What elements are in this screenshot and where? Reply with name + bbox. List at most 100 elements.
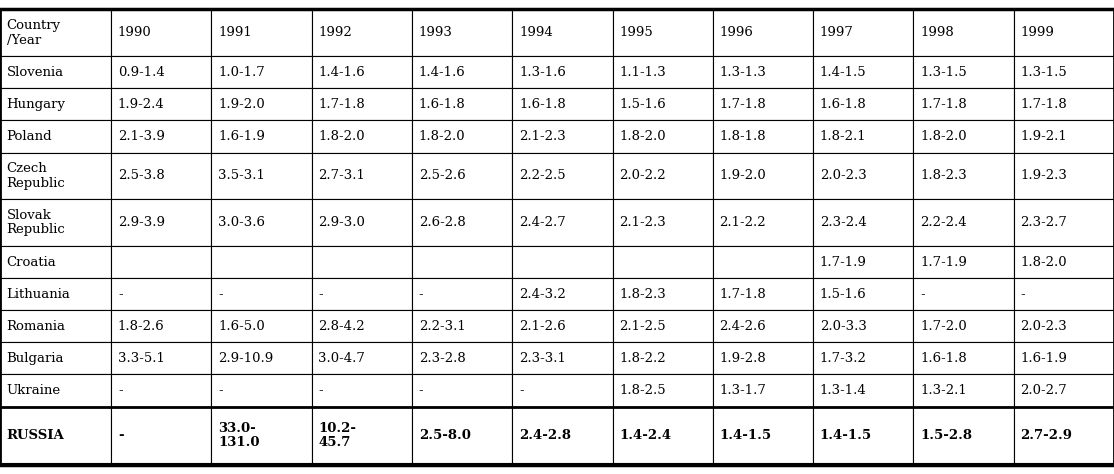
Bar	[813, 342, 913, 374]
Bar	[111, 342, 212, 374]
Bar	[813, 310, 913, 342]
Text: 2.1-2.3: 2.1-2.3	[619, 216, 666, 229]
Bar	[713, 278, 813, 310]
Text: 1.3-2.1: 1.3-2.1	[920, 384, 967, 397]
Text: -: -	[218, 384, 223, 397]
Bar	[412, 88, 512, 120]
Text: 1.9-2.4: 1.9-2.4	[118, 98, 165, 111]
Text: 1997: 1997	[820, 27, 853, 39]
Bar	[512, 120, 613, 153]
Text: 1.6-1.8: 1.6-1.8	[419, 98, 466, 111]
Text: 2.5-2.6: 2.5-2.6	[419, 169, 466, 182]
Text: RUSSIA: RUSSIA	[7, 429, 65, 442]
Bar	[713, 9, 813, 56]
Bar	[212, 153, 312, 200]
Bar	[111, 9, 212, 56]
Bar	[1014, 374, 1114, 407]
Bar	[713, 120, 813, 153]
Bar	[212, 120, 312, 153]
Bar	[1014, 9, 1114, 56]
Text: 1.3-1.5: 1.3-1.5	[1020, 66, 1067, 79]
Bar	[412, 200, 512, 246]
Text: 2.1-3.9: 2.1-3.9	[118, 130, 165, 143]
Text: 1.6-1.8: 1.6-1.8	[820, 98, 867, 111]
Bar	[412, 56, 512, 88]
Bar	[0, 310, 111, 342]
Text: 2.1-2.2: 2.1-2.2	[720, 216, 766, 229]
Bar	[713, 88, 813, 120]
Text: 1.7-1.8: 1.7-1.8	[720, 288, 766, 301]
Bar	[111, 407, 212, 465]
Bar	[312, 56, 412, 88]
Bar	[0, 374, 111, 407]
Bar	[613, 246, 713, 278]
Bar	[412, 9, 512, 56]
Bar	[713, 246, 813, 278]
Bar	[613, 407, 713, 465]
Text: 1.9-2.8: 1.9-2.8	[720, 352, 766, 365]
Text: 1.8-2.3: 1.8-2.3	[619, 288, 666, 301]
Bar	[613, 120, 713, 153]
Text: 1.4-1.5: 1.4-1.5	[820, 66, 867, 79]
Text: Slovak
Republic: Slovak Republic	[7, 209, 66, 237]
Bar	[613, 153, 713, 200]
Bar	[0, 120, 111, 153]
Text: 1994: 1994	[519, 27, 553, 39]
Bar	[0, 153, 111, 200]
Text: -: -	[118, 384, 123, 397]
Bar	[512, 407, 613, 465]
Text: 2.2-2.4: 2.2-2.4	[920, 216, 967, 229]
Bar	[212, 407, 312, 465]
Text: 2.3-2.8: 2.3-2.8	[419, 352, 466, 365]
Bar	[512, 9, 613, 56]
Bar	[111, 88, 212, 120]
Bar	[412, 374, 512, 407]
Bar	[1014, 246, 1114, 278]
Bar	[512, 278, 613, 310]
Bar	[913, 120, 1014, 153]
Bar	[111, 246, 212, 278]
Text: 33.0-
131.0: 33.0- 131.0	[218, 422, 260, 449]
Text: 1.3-1.7: 1.3-1.7	[720, 384, 766, 397]
Text: 2.0-3.3: 2.0-3.3	[820, 320, 867, 333]
Bar	[312, 120, 412, 153]
Bar	[111, 153, 212, 200]
Bar	[613, 88, 713, 120]
Text: 1.8-2.0: 1.8-2.0	[920, 130, 967, 143]
Text: 10.2-
45.7: 10.2- 45.7	[319, 422, 356, 449]
Text: -: -	[419, 384, 423, 397]
Bar	[111, 374, 212, 407]
Bar	[512, 88, 613, 120]
Text: 2.9-3.0: 2.9-3.0	[319, 216, 365, 229]
Bar	[312, 153, 412, 200]
Bar	[713, 407, 813, 465]
Bar	[1014, 56, 1114, 88]
Bar	[913, 310, 1014, 342]
Bar	[412, 310, 512, 342]
Text: 1.8-2.5: 1.8-2.5	[619, 384, 666, 397]
Bar	[1014, 88, 1114, 120]
Text: 1.7-1.8: 1.7-1.8	[720, 98, 766, 111]
Text: Country
/Year: Country /Year	[7, 19, 61, 46]
Text: 3.3-5.1: 3.3-5.1	[118, 352, 165, 365]
Text: 1.3-1.5: 1.3-1.5	[920, 66, 967, 79]
Text: -: -	[419, 288, 423, 301]
Bar	[111, 278, 212, 310]
Text: 1.8-2.3: 1.8-2.3	[920, 169, 967, 182]
Text: 2.4-3.2: 2.4-3.2	[519, 288, 566, 301]
Text: 1.8-2.0: 1.8-2.0	[619, 130, 666, 143]
Text: 1.8-2.0: 1.8-2.0	[319, 130, 365, 143]
Text: 2.2-3.1: 2.2-3.1	[419, 320, 466, 333]
Bar	[1014, 407, 1114, 465]
Text: 1.3-1.4: 1.3-1.4	[820, 384, 867, 397]
Bar	[713, 310, 813, 342]
Text: 1.8-2.0: 1.8-2.0	[1020, 255, 1067, 269]
Text: 2.3-2.4: 2.3-2.4	[820, 216, 867, 229]
Bar	[312, 200, 412, 246]
Bar	[412, 342, 512, 374]
Text: 1.4-1.5: 1.4-1.5	[820, 429, 872, 442]
Text: 1990: 1990	[118, 27, 152, 39]
Text: 2.1-2.3: 2.1-2.3	[519, 130, 566, 143]
Bar	[813, 278, 913, 310]
Bar	[813, 56, 913, 88]
